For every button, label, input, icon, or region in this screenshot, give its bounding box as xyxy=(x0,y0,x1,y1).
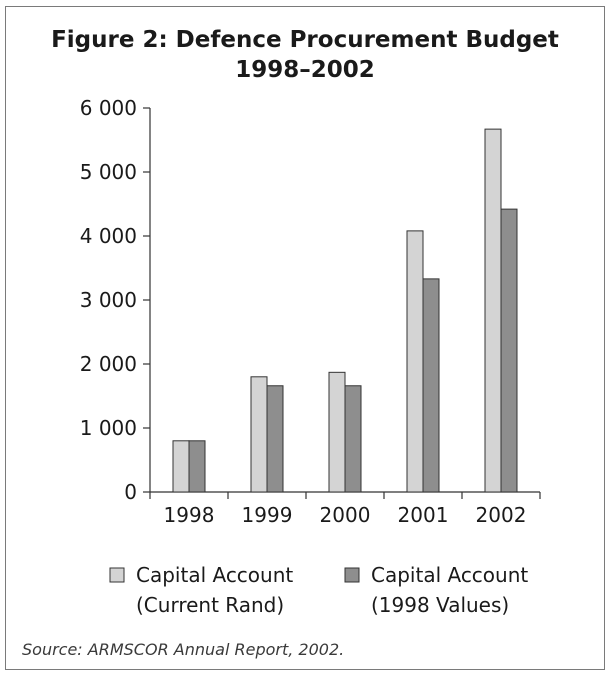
chart-title: Figure 2: Defence Procurement Budget 199… xyxy=(6,25,604,85)
bar-current-rand xyxy=(250,376,268,493)
y-tick-label: 2 000 xyxy=(80,352,137,376)
y-tick-label: 0 xyxy=(124,480,137,504)
bar-1998-values xyxy=(500,208,518,493)
y-tick-label: 4 000 xyxy=(80,224,137,248)
x-tick-label: 2002 xyxy=(476,503,527,527)
y-tick-label: 3 000 xyxy=(80,288,137,312)
chart-bars xyxy=(172,128,518,493)
bar-current-rand xyxy=(484,128,502,493)
x-tick-label: 2000 xyxy=(320,503,371,527)
bar-1998-values xyxy=(266,385,284,493)
bar-1998-values xyxy=(188,440,206,493)
x-tick-label: 1999 xyxy=(242,503,293,527)
chart-title-line-2: 1998–2002 xyxy=(235,57,375,83)
legend-swatch xyxy=(109,567,125,583)
y-tick-label: 6 000 xyxy=(80,96,137,120)
y-tick-label: 5 000 xyxy=(80,160,137,184)
source-note: Source: ARMSCOR Annual Report, 2002. xyxy=(22,640,345,659)
x-tick-label: 1998 xyxy=(164,503,215,527)
y-tick-label: 1 000 xyxy=(80,416,137,440)
x-tick-label: 2001 xyxy=(398,503,449,527)
legend-label: (Current Rand) xyxy=(136,593,284,617)
chart-axes: 0 1 000 2 000 3 000 4 000 5 000 6 000 1998 1999 2… xyxy=(80,96,541,527)
chart-title-line-1: Figure 2: Defence Procurement Budget xyxy=(51,27,559,53)
bar-1998-values xyxy=(422,278,440,493)
bar-current-rand xyxy=(406,230,424,493)
legend-label: Capital Account xyxy=(371,563,528,587)
chart-legend: Capital Account (Current Rand) Capital Acc… xyxy=(109,563,528,617)
legend-label: (1998 Values) xyxy=(371,593,509,617)
bar-current-rand xyxy=(172,440,190,493)
legend-swatch xyxy=(344,567,360,583)
bar-1998-values xyxy=(344,385,362,493)
bar-current-rand xyxy=(328,371,346,493)
legend-label: Capital Account xyxy=(136,563,293,587)
